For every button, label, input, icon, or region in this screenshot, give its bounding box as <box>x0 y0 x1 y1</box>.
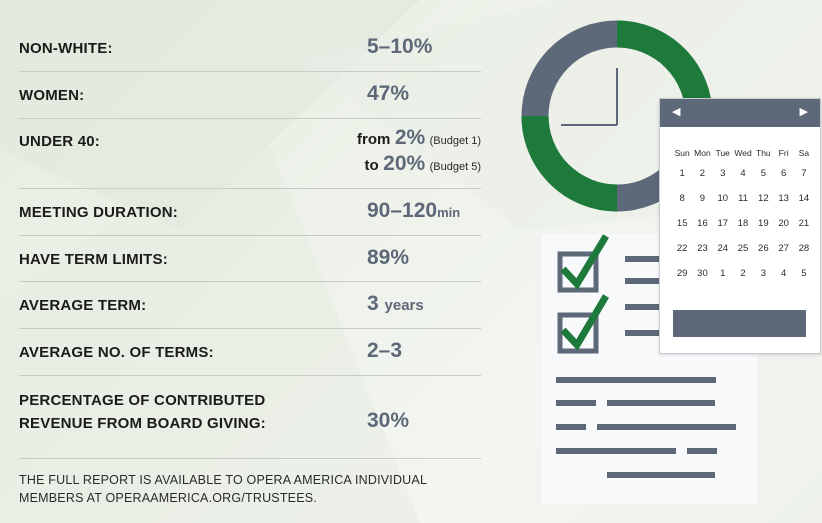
stat-note: (Budget 1) <box>429 135 481 147</box>
stat-value-number: 3 <box>367 292 379 315</box>
calendar-day: 28 <box>798 243 810 254</box>
stat-label: UNDER 40: <box>19 133 100 150</box>
calendar-day: 24 <box>717 243 729 254</box>
calendar-day: 13 <box>778 193 789 204</box>
calendar-day: 5 <box>801 268 807 279</box>
stat-value-number: 90–120 <box>367 199 438 222</box>
stat-label: HAVE TERM LIMITS: <box>19 251 168 268</box>
stat-row: PERCENTAGE OF CONTRIBUTED REVENUE FROM B… <box>19 376 481 461</box>
calendar-day: 18 <box>737 218 749 229</box>
footer-note: THE FULL REPORT IS AVAILABLE TO OPERA AM… <box>19 471 481 507</box>
stat-row: NON-WHITE: 5–10% <box>19 26 481 72</box>
calendar-footer-bar <box>673 310 806 337</box>
calendar-weekday: Sa <box>798 148 810 158</box>
calendar-day: 4 <box>780 268 787 279</box>
calendar-day: 6 <box>780 168 787 179</box>
calendar-next-icon: ▶ <box>799 106 808 118</box>
calendar-day: 25 <box>737 243 749 254</box>
stat-value: 89% <box>367 246 410 269</box>
calendar-day: 2 <box>740 268 746 279</box>
calendar-day: 10 <box>717 193 729 204</box>
stat-row: UNDER 40: from 2% (Budget 1) to 20% (Bud… <box>19 119 481 189</box>
calendar-day: 15 <box>676 218 688 229</box>
calendar-weekday: Fri <box>778 148 789 158</box>
calendar-day: 27 <box>778 243 789 254</box>
calendar-day: 5 <box>760 168 766 179</box>
calendar-day: 29 <box>676 268 688 279</box>
calendar-header: ◀ ▶ <box>660 99 820 127</box>
footer-divider <box>19 458 481 459</box>
stat-value-range-from: from 2% (Budget 1) <box>357 126 481 150</box>
stat-value: 90–120min <box>367 199 460 223</box>
stat-label: MEETING DURATION: <box>19 204 178 221</box>
calendar-day: 26 <box>758 243 769 254</box>
calendar-day: 8 <box>679 193 685 204</box>
calendar-day: 12 <box>758 193 769 204</box>
calendar-weekday: Sun <box>674 148 690 158</box>
calendar-day: 9 <box>699 193 706 204</box>
calendar-icon: ◀ ▶ Sun Mon Tue Wed Thu Fri Sa 1 2 3 4 5 6 7 8 9 10 11 12 1… <box>659 98 821 354</box>
stat-value: 3 years <box>367 292 424 316</box>
calendar-day: 17 <box>717 218 729 229</box>
calendar-day: 2 <box>699 168 706 179</box>
calendar-day: 4 <box>740 168 746 179</box>
stat-value: 5–10% <box>367 35 433 58</box>
calendar-day: 20 <box>778 218 789 229</box>
calendar-day: 1 <box>679 168 685 179</box>
stats-list: NON-WHITE: 5–10% WOMEN: 47% UNDER 40: fr… <box>19 26 481 461</box>
stat-label: NON-WHITE: <box>19 40 113 57</box>
calendar-day: 16 <box>697 218 708 229</box>
calendar-weekday: Wed <box>734 148 752 158</box>
calendar-day: 22 <box>676 243 688 254</box>
stat-value: 47% <box>367 82 410 105</box>
stat-value: 2–3 <box>367 339 403 362</box>
stat-label: AVERAGE NO. OF TERMS: <box>19 344 214 361</box>
stat-value-range-to: to 20% (Budget 5) <box>365 152 481 176</box>
calendar-grid: Sun Mon Tue Wed Thu Fri Sa 1 2 3 4 5 6 7 8 9 10 11 12 13 14 1… <box>672 145 814 286</box>
stat-label: WOMEN: <box>19 87 85 104</box>
calendar-day: 23 <box>697 243 708 254</box>
stat-value: 30% <box>367 409 410 432</box>
stat-row: MEETING DURATION: 90–120min <box>19 189 481 236</box>
calendar-day: 11 <box>738 193 748 204</box>
calendar-day: 3 <box>720 168 726 179</box>
stat-note: (Budget 5) <box>429 161 481 173</box>
stat-label: AVERAGE TERM: <box>19 297 147 314</box>
stat-value: 20% <box>383 152 426 175</box>
calendar-day: 7 <box>801 168 807 179</box>
footer-line: MEMBERS AT OPERAAMERICA.ORG/TRUSTEES. <box>19 491 317 505</box>
stat-prefix: to <box>364 157 379 174</box>
stat-row: AVERAGE NO. OF TERMS: 2–3 <box>19 329 481 376</box>
calendar-day: 21 <box>798 218 810 229</box>
stat-row: AVERAGE TERM: 3 years <box>19 282 481 329</box>
stat-row: WOMEN: 47% <box>19 72 481 119</box>
calendar-day: 3 <box>760 268 766 279</box>
calendar-day: 1 <box>720 268 726 279</box>
calendar-weekday: Mon <box>694 148 711 158</box>
calendar-day: 30 <box>697 268 708 279</box>
calendar-day: 14 <box>798 193 810 204</box>
calendar-weekday: Tue <box>715 148 730 158</box>
calendar-day: 19 <box>758 218 769 229</box>
calendar-weekday: Thu <box>756 148 771 158</box>
stat-unit: years <box>384 297 424 314</box>
stat-unit: min <box>437 205 461 220</box>
stat-value: 2% <box>394 126 426 149</box>
calendar-prev-icon: ◀ <box>672 106 681 118</box>
stat-prefix: from <box>357 131 391 148</box>
stat-label: PERCENTAGE OF CONTRIBUTED <box>19 392 266 409</box>
footer-line: THE FULL REPORT IS AVAILABLE TO OPERA AM… <box>19 473 428 487</box>
stat-label: REVENUE FROM BOARD GIVING: <box>19 415 266 432</box>
stat-row: HAVE TERM LIMITS: 89% <box>19 236 481 282</box>
